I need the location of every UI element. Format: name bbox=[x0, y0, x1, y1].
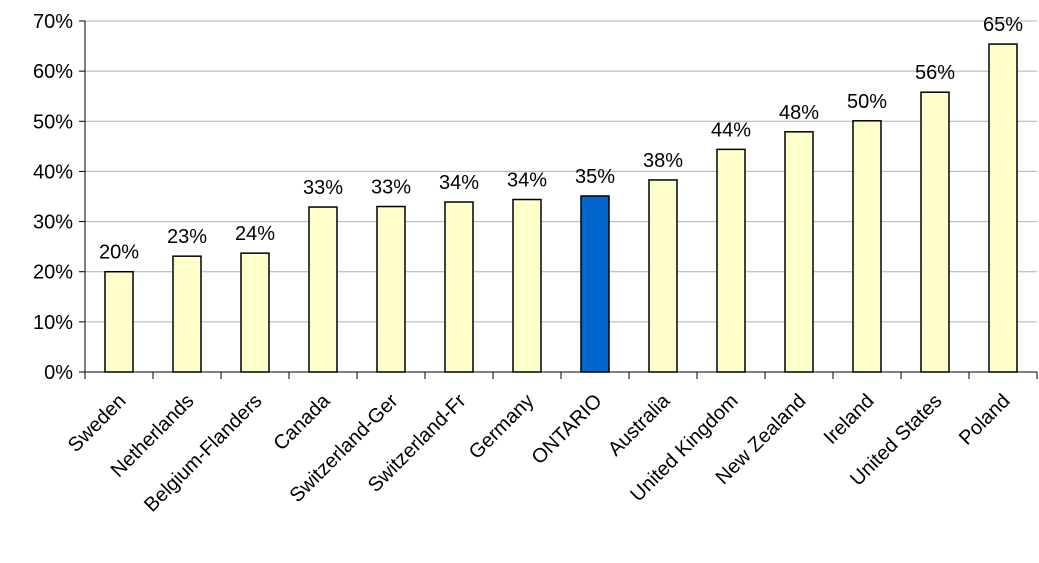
y-tick-label: 20% bbox=[33, 262, 73, 284]
y-tick-label: 10% bbox=[33, 312, 73, 334]
bar bbox=[716, 148, 746, 373]
x-tick-label: Australia bbox=[604, 389, 675, 460]
data-label: 34% bbox=[439, 172, 479, 194]
y-tick-label: 0% bbox=[44, 362, 73, 384]
data-label: 23% bbox=[167, 226, 207, 248]
y-tick-label: 30% bbox=[33, 212, 73, 234]
data-label: 24% bbox=[235, 223, 275, 245]
x-tick-label: Ireland bbox=[820, 390, 879, 449]
x-tick-label: ONTARIO bbox=[528, 390, 607, 469]
bar bbox=[104, 270, 134, 373]
data-label: 35% bbox=[575, 166, 615, 188]
data-label: 65% bbox=[983, 14, 1023, 36]
data-label: 56% bbox=[915, 62, 955, 84]
bar bbox=[784, 131, 814, 373]
bar bbox=[376, 205, 406, 373]
bar bbox=[308, 206, 338, 373]
data-label: 34% bbox=[507, 170, 547, 192]
bar bbox=[512, 198, 542, 373]
bar bbox=[580, 195, 610, 373]
data-label: 38% bbox=[643, 150, 683, 172]
bar bbox=[648, 179, 678, 373]
bar bbox=[172, 255, 202, 373]
y-tick-label: 70% bbox=[33, 11, 73, 33]
x-tick-label: Poland bbox=[955, 390, 1015, 450]
y-tick-label: 50% bbox=[33, 111, 73, 133]
data-label: 33% bbox=[371, 177, 411, 199]
x-tick-label: Belgium-Flanders bbox=[140, 390, 266, 516]
data-label: 50% bbox=[847, 91, 887, 113]
x-tick-label: Sweden bbox=[64, 390, 131, 457]
data-label: 20% bbox=[99, 242, 139, 264]
bar bbox=[920, 91, 950, 373]
bar bbox=[240, 252, 270, 373]
bar bbox=[444, 201, 474, 373]
y-tick-label: 40% bbox=[33, 161, 73, 183]
bar bbox=[852, 120, 882, 373]
x-tick-label: Canada bbox=[269, 389, 335, 455]
y-tick-label: 60% bbox=[33, 61, 73, 83]
bar bbox=[988, 43, 1018, 373]
data-label: 48% bbox=[779, 102, 819, 124]
data-label: 33% bbox=[303, 177, 343, 199]
data-label: 44% bbox=[711, 119, 751, 141]
